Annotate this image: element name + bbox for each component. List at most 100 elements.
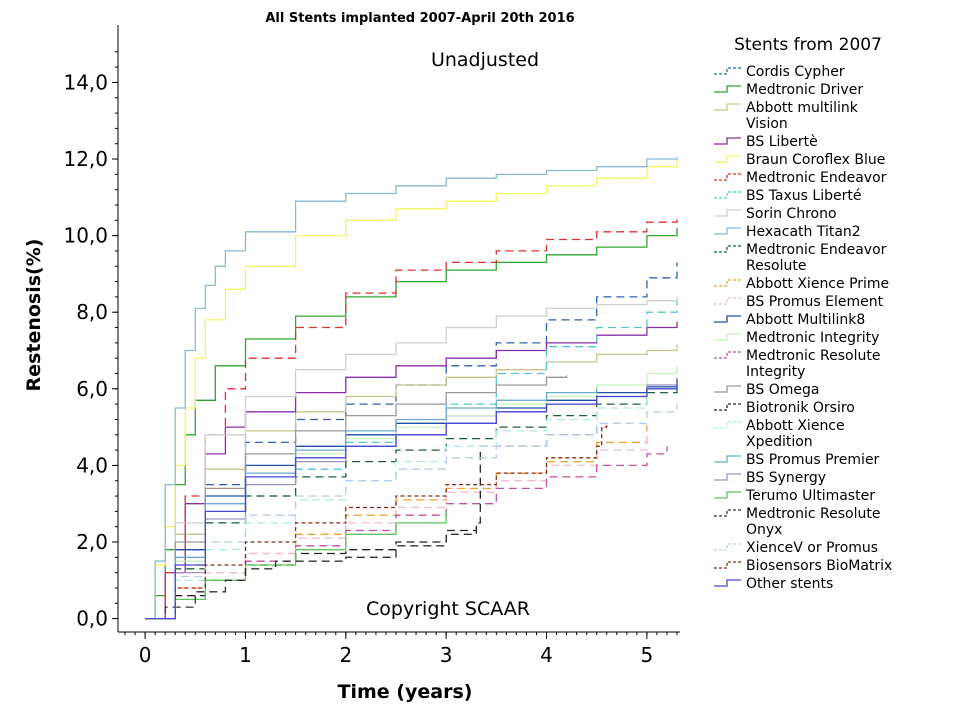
legend-label-20: Terumo Ultimaster xyxy=(745,488,875,504)
legend-swatch-12 xyxy=(714,315,741,323)
y-tick-label-2: 4,0 xyxy=(76,453,108,477)
legend-label-23: Biosensors BioMatrix xyxy=(746,558,892,574)
legend-item-9: Medtronic Endeavor Resolute xyxy=(714,242,887,274)
legend-label-8: Hexacath Titan2 xyxy=(746,224,861,240)
chart-subtitle: Unadjusted xyxy=(431,49,539,71)
legend-item-21: Medtronic Resolute Onyx xyxy=(714,506,880,538)
legend-item-10: Abbott Xience Prime xyxy=(714,276,889,292)
series-layer xyxy=(145,157,678,620)
legend-swatch-11 xyxy=(714,297,741,305)
x-tick-label-5: 5 xyxy=(641,643,654,667)
legend-item-15: BS Omega xyxy=(714,382,819,398)
legend-label-3: BS Libertè xyxy=(746,134,818,150)
legend-swatch-2 xyxy=(714,103,741,111)
legend-swatch-5 xyxy=(714,173,741,181)
legend-swatch-14 xyxy=(714,351,741,359)
axes-layer xyxy=(117,25,680,633)
series-line-4 xyxy=(145,159,678,620)
x-tick-label-1: 1 xyxy=(239,643,252,667)
legend-item-3: BS Libertè xyxy=(714,134,818,150)
legend-item-1: Medtronic Driver xyxy=(714,82,863,98)
legend-label-12: Abbott Multilink8 xyxy=(746,312,865,328)
legend-swatch-21 xyxy=(714,509,741,517)
legend-swatch-18 xyxy=(714,455,741,463)
legend-swatch-24 xyxy=(714,579,741,587)
legend-item-4: Braun Coroflex Blue xyxy=(714,152,885,168)
legend-item-11: BS Promus Element xyxy=(714,294,884,310)
legend-item-6: BS Taxus Liberté xyxy=(714,188,861,204)
legend-label-6: BS Taxus Liberté xyxy=(746,188,861,204)
legend-swatch-4 xyxy=(714,155,741,163)
legend-item-22: XienceV or Promus xyxy=(714,540,878,556)
legend-swatch-15 xyxy=(714,385,741,393)
y-tick-label-7: 14,0 xyxy=(63,70,108,94)
legend-label-4: Braun Coroflex Blue xyxy=(746,152,885,168)
legend-item-13: Medtronic Integrity xyxy=(714,330,879,346)
y-tick-label-6: 12,0 xyxy=(63,147,108,171)
x-tick-label-3: 3 xyxy=(440,643,453,667)
legend-item-5: Medtronic Endeavor xyxy=(714,170,887,186)
legend: Cordis Cypher Medtronic Driver Abbott mult… xyxy=(714,64,892,592)
legend-swatch-20 xyxy=(714,491,741,499)
y-tick-label-5: 10,0 xyxy=(63,224,108,248)
legend-swatch-8 xyxy=(714,227,741,235)
legend-label-14: Medtronic Resolute Integrity xyxy=(746,348,880,380)
legend-swatch-22 xyxy=(714,543,741,551)
series-line-5 xyxy=(145,218,678,620)
series-line-21 xyxy=(145,526,477,620)
chart-title: All Stents implanted 2007-April 20th 201… xyxy=(265,11,574,26)
series-line-14 xyxy=(145,446,668,620)
legend-swatch-19 xyxy=(714,473,741,481)
legend-label-9: Medtronic Endeavor Resolute xyxy=(746,242,887,274)
legend-label-21: Medtronic Resolute Onyx xyxy=(746,506,880,538)
legend-label-22: XienceV or Promus xyxy=(746,540,878,556)
y-tick-label-0: 0,0 xyxy=(76,607,108,631)
legend-item-24: Other stents xyxy=(714,576,833,592)
legend-label-24: Other stents xyxy=(746,576,833,592)
legend-label-1: Medtronic Driver xyxy=(746,82,863,98)
legend-swatch-6 xyxy=(714,191,741,199)
legend-label-16: Biotronik Orsiro xyxy=(746,400,855,416)
legend-item-2: Abbott multilink Vision xyxy=(714,100,859,132)
legend-item-19: BS Synergy xyxy=(714,470,826,486)
y-tick-label-4: 8,0 xyxy=(76,300,108,324)
legend-item-7: Sorin Chrono xyxy=(714,206,837,222)
legend-label-5: Medtronic Endeavor xyxy=(746,170,887,186)
y-tick-label-3: 6,0 xyxy=(76,377,108,401)
legend-item-17: Abbott Xience Xpedition xyxy=(714,418,845,450)
legend-swatch-23 xyxy=(714,561,741,569)
legend-swatch-10 xyxy=(714,279,741,287)
legend-swatch-9 xyxy=(714,245,741,253)
legend-label-17: Abbott Xience Xpedition xyxy=(746,418,845,450)
legend-label-11: BS Promus Element xyxy=(746,294,884,310)
legend-label-19: BS Synergy xyxy=(746,470,826,486)
legend-label-2: Abbott multilink Vision xyxy=(746,100,859,132)
legend-item-14: Medtronic Resolute Integrity xyxy=(714,348,880,380)
legend-item-0: Cordis Cypher xyxy=(714,64,845,80)
legend-swatch-13 xyxy=(714,333,741,341)
legend-label-10: Abbott Xience Prime xyxy=(746,276,889,292)
legend-swatch-7 xyxy=(714,209,741,217)
legend-label-18: BS Promus Premier xyxy=(746,452,880,468)
series-line-7 xyxy=(145,296,678,620)
legend-label-13: Medtronic Integrity xyxy=(746,330,879,346)
series-line-6 xyxy=(145,300,678,620)
legend-item-16: Biotronik Orsiro xyxy=(714,400,855,416)
legend-item-8: Hexacath Titan2 xyxy=(714,224,861,240)
legend-label-0: Cordis Cypher xyxy=(746,64,845,80)
legend-item-20: Terumo Ultimaster xyxy=(714,488,875,504)
x-tick-label-2: 2 xyxy=(339,643,352,667)
legend-swatch-16 xyxy=(714,403,741,411)
legend-swatch-0 xyxy=(714,67,741,75)
legend-label-15: BS Omega xyxy=(746,382,819,398)
legend-title: Stents from 2007 xyxy=(734,35,882,55)
legend-item-18: BS Promus Premier xyxy=(714,452,880,468)
y-tick-label-1: 2,0 xyxy=(76,530,108,554)
x-tick-label-0: 0 xyxy=(139,643,152,667)
y-axis-label: Restenosis(%) xyxy=(23,239,45,392)
legend-swatch-3 xyxy=(714,137,741,145)
series-line-20 xyxy=(145,511,447,620)
legend-item-12: Abbott Multilink8 xyxy=(714,312,865,328)
series-line-18 xyxy=(145,388,598,620)
